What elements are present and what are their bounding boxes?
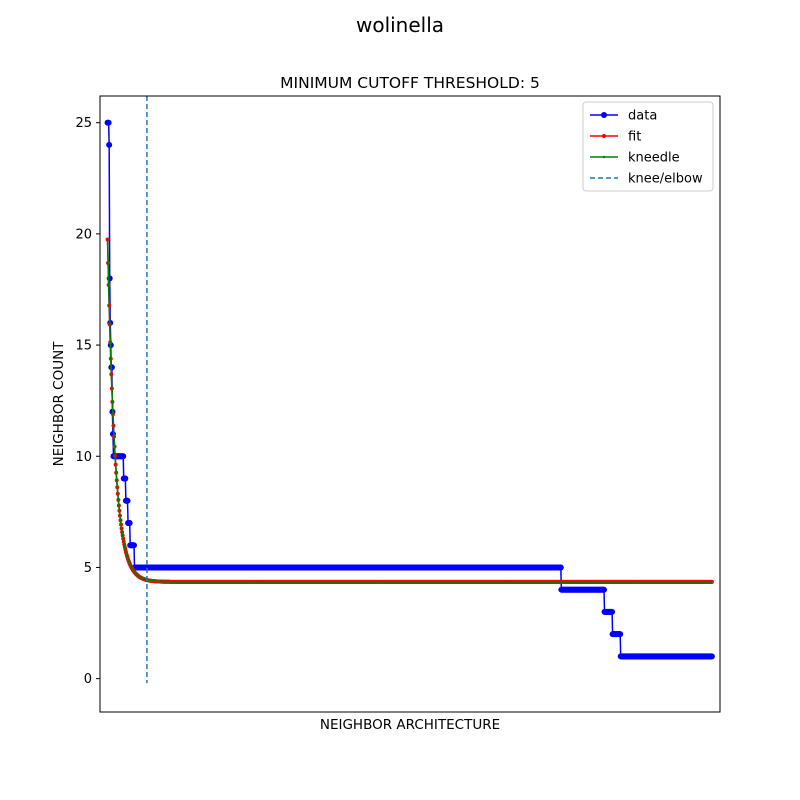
y-axis: 0 5 10 15 20 25: [75, 116, 100, 687]
y-tick-label: 5: [84, 561, 92, 576]
data-point: [106, 275, 113, 282]
legend-swatch-marker: [602, 134, 606, 138]
kneedle-point: [123, 546, 126, 549]
kneedle-point: [110, 387, 113, 390]
legend-label: data: [628, 109, 657, 124]
data-point: [708, 653, 715, 660]
legend-label: knee/elbow: [628, 172, 703, 187]
data-point: [557, 564, 564, 571]
y-axis-label: NEIGHBOR COUNT: [51, 341, 67, 467]
data-point: [130, 542, 137, 549]
kneedle-point: [115, 471, 118, 474]
kneedle-point: [113, 435, 116, 438]
data-point: [122, 475, 129, 482]
kneedle-point: [124, 550, 127, 553]
kneedle-point: [131, 568, 134, 571]
kneedle-point: [122, 540, 125, 543]
legend-frame: [582, 101, 714, 192]
y-tick-label: 25: [75, 116, 92, 131]
kneedle-point: [121, 534, 124, 537]
plot-area: [100, 96, 720, 712]
kneedle-point: [107, 284, 110, 287]
kneedle-point: [129, 563, 132, 566]
kneedle-point: [116, 486, 119, 489]
kneedle-point: [108, 323, 111, 326]
kneedle-point: [109, 357, 112, 360]
y-tick-label: 20: [75, 227, 92, 242]
kneedle-point: [106, 238, 109, 241]
kneedle-point: [111, 413, 114, 416]
legend-label: fit: [628, 130, 641, 145]
kneedle-point: [127, 558, 130, 561]
legend-swatch-marker: [602, 155, 606, 159]
y-tick-label: 15: [75, 339, 92, 354]
data-point: [124, 497, 131, 504]
kneedle-point: [128, 561, 131, 564]
kneedle-series-markers: [106, 238, 713, 583]
kneedle-point: [130, 566, 133, 569]
data-point: [105, 119, 112, 126]
kneedle-point: [119, 519, 122, 522]
kneedle-point: [125, 554, 128, 557]
data-point: [120, 453, 127, 460]
kneedle-point: [117, 498, 120, 501]
y-tick-label: 0: [84, 672, 92, 687]
data-point: [609, 608, 616, 615]
kneedle-point: [120, 527, 123, 530]
kneedle-point: [132, 569, 135, 572]
kneedle-point: [114, 454, 117, 457]
data-point: [126, 519, 133, 526]
series-layer: [104, 96, 715, 684]
data-point: [617, 631, 624, 638]
plot-frame: [99, 95, 721, 713]
kneedle-point: [118, 509, 121, 512]
legend: data fit kneedle knee/elbow: [582, 101, 714, 192]
data-point: [600, 586, 607, 593]
y-tick-label: 10: [75, 450, 92, 465]
legend-swatch-marker: [601, 112, 607, 118]
x-axis-label: NEIGHBOR ARCHITECTURE: [320, 717, 500, 733]
kneedle-point: [710, 580, 713, 583]
figure-suptitle: wolinella: [356, 13, 444, 37]
data-point: [106, 141, 113, 148]
chart-title: MINIMUM CUTOFF THRESHOLD: 5: [280, 74, 540, 92]
legend-label: kneedle: [628, 151, 680, 166]
